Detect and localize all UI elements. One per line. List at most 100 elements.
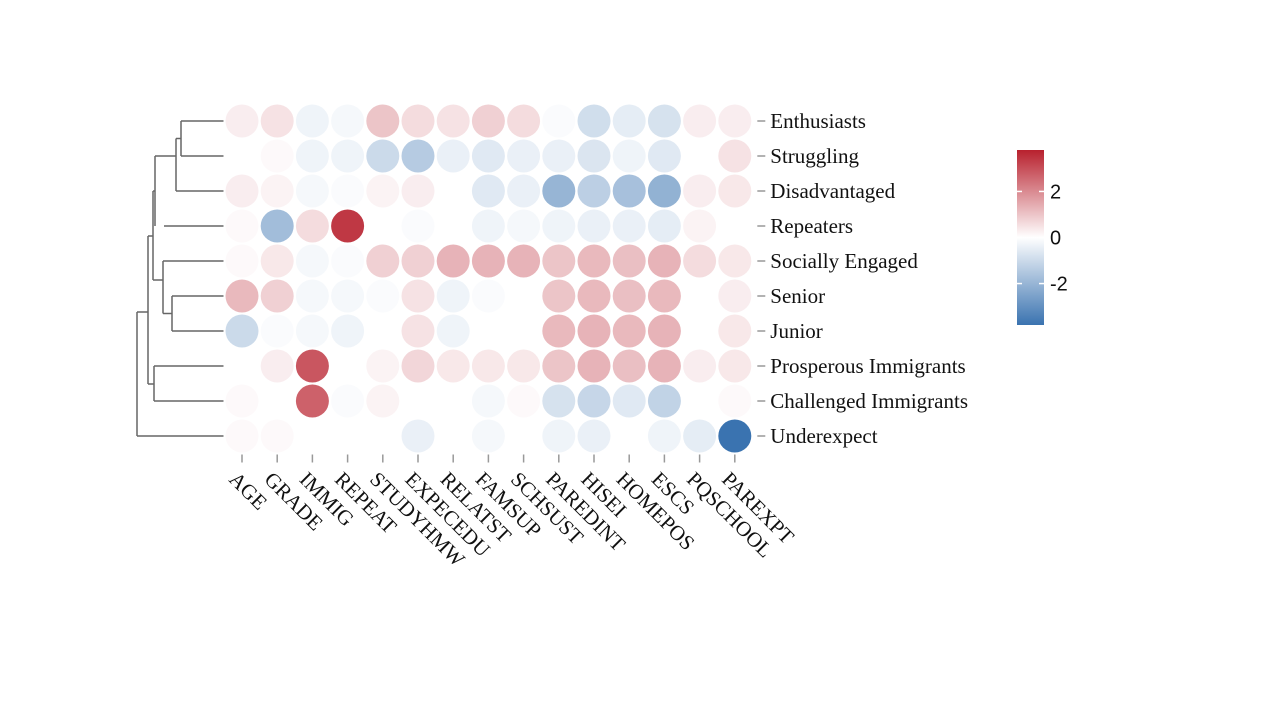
heatmap-cell-senior-immig xyxy=(295,279,329,313)
row-label: Disadvantaged xyxy=(770,179,895,203)
heatmap-cell-disadvantaged-repeat xyxy=(331,174,365,208)
heatmap-cell-disadvantaged-expecedu xyxy=(401,174,435,208)
heatmap-cell-underexpect-relatst xyxy=(436,419,470,453)
heatmap-cell-underexpect-parexpt xyxy=(718,419,752,453)
heatmap-cell-enthusiasts-paredint xyxy=(542,104,576,138)
heatmap-cell-senior-paredint xyxy=(542,279,576,313)
heatmap-cell-repeaters-homepos xyxy=(612,209,646,243)
heatmap-cell-challenged-immigrants-famsup xyxy=(471,384,505,418)
heatmap-cell-repeaters-famsup xyxy=(471,209,505,243)
heatmap-cell-struggling-pqschool xyxy=(683,139,717,173)
heatmap-cell-disadvantaged-parexpt xyxy=(718,174,752,208)
heatmap-cell-enthusiasts-parexpt xyxy=(718,104,752,138)
heatmap-cell-struggling-expecedu xyxy=(401,139,435,173)
heatmap-cell-struggling-studyhmw xyxy=(366,139,400,173)
heatmap-cell-senior-expecedu xyxy=(401,279,435,313)
heatmap-cell-enthusiasts-immig xyxy=(295,104,329,138)
heatmap-cell-disadvantaged-grade xyxy=(260,174,294,208)
heatmap-cell-underexpect-paredint xyxy=(542,419,576,453)
heatmap-cell-repeaters-expecedu xyxy=(401,209,435,243)
colorbar-ticks: 2 0 -2 xyxy=(1017,181,1068,296)
heatmap-cell-underexpect-repeat xyxy=(331,419,365,453)
heatmap-cell-junior-grade xyxy=(260,314,294,348)
heatmap-cell-socially-engaged-pqschool xyxy=(683,244,717,278)
heatmap-cell-underexpect-schsust xyxy=(507,419,541,453)
heatmap-cell-enthusiasts-repeat xyxy=(331,104,365,138)
heatmap-cell-prosperous-immigrants-age xyxy=(225,349,259,383)
heatmap-cell-struggling-relatst xyxy=(436,139,470,173)
row-label: Socially Engaged xyxy=(770,249,918,273)
heatmap-cell-struggling-escs xyxy=(647,139,681,173)
heatmap-cell-underexpect-grade xyxy=(260,419,294,453)
heatmap-cell-repeaters-relatst xyxy=(436,209,470,243)
heatmap-cell-prosperous-immigrants-grade xyxy=(260,349,294,383)
heatmap-cell-challenged-immigrants-studyhmw xyxy=(366,384,400,418)
heatmap-cell-struggling-paredint xyxy=(542,139,576,173)
heatmap-cell-socially-engaged-famsup xyxy=(471,244,505,278)
heatmap-cell-disadvantaged-age xyxy=(225,174,259,208)
heatmap-cell-struggling-parexpt xyxy=(718,139,752,173)
heatmap-cell-enthusiasts-age xyxy=(225,104,259,138)
heatmap-cell-disadvantaged-hisei xyxy=(577,174,611,208)
row-dendrogram xyxy=(136,120,224,437)
row-label: Challenged Immigrants xyxy=(770,389,968,413)
heatmap-cell-socially-engaged-paredint xyxy=(542,244,576,278)
heatmap-cell-junior-studyhmw xyxy=(366,314,400,348)
heatmap-cell-prosperous-immigrants-expecedu xyxy=(401,349,435,383)
row-label: Repeaters xyxy=(770,214,853,238)
heatmap-cell-underexpect-escs xyxy=(647,419,681,453)
colorbar-tick-label: 2 xyxy=(1050,181,1061,203)
heatmap-cell-repeaters-escs xyxy=(647,209,681,243)
heatmap-cell-repeaters-parexpt xyxy=(718,209,752,243)
heatmap-cell-repeaters-age xyxy=(225,209,259,243)
heatmap-cell-senior-escs xyxy=(647,279,681,313)
heatmap-cell-senior-repeat xyxy=(331,279,365,313)
heatmap-cell-junior-relatst xyxy=(436,314,470,348)
heatmap-cell-junior-hisei xyxy=(577,314,611,348)
heatmap-cell-prosperous-immigrants-relatst xyxy=(436,349,470,383)
heatmap-cell-repeaters-hisei xyxy=(577,209,611,243)
heatmap-cell-socially-engaged-schsust xyxy=(507,244,541,278)
heatmap-cell-disadvantaged-famsup xyxy=(471,174,505,208)
heatmap-cells xyxy=(225,104,752,453)
heatmap-cell-prosperous-immigrants-hisei xyxy=(577,349,611,383)
heatmap-cell-disadvantaged-pqschool xyxy=(683,174,717,208)
heatmap-cell-socially-engaged-studyhmw xyxy=(366,244,400,278)
heatmap-cell-socially-engaged-grade xyxy=(260,244,294,278)
heatmap-cell-underexpect-studyhmw xyxy=(366,419,400,453)
heatmap-cell-enthusiasts-relatst xyxy=(436,104,470,138)
heatmap-cell-struggling-repeat xyxy=(331,139,365,173)
heatmap-cell-challenged-immigrants-repeat xyxy=(331,384,365,418)
heatmap-cell-underexpect-age xyxy=(225,419,259,453)
heatmap-cell-enthusiasts-expecedu xyxy=(401,104,435,138)
colorbar-tick-label: 0 xyxy=(1050,228,1061,250)
heatmap-cell-challenged-immigrants-expecedu xyxy=(401,384,435,418)
heatmap-cell-senior-age xyxy=(225,279,259,313)
heatmap-cell-enthusiasts-schsust xyxy=(507,104,541,138)
heatmap-cell-prosperous-immigrants-parexpt xyxy=(718,349,752,383)
heatmap-cell-prosperous-immigrants-homepos xyxy=(612,349,646,383)
heatmap-cell-underexpect-expecedu xyxy=(401,419,435,453)
heatmap-cell-challenged-immigrants-parexpt xyxy=(718,384,752,418)
heatmap-cell-challenged-immigrants-homepos xyxy=(612,384,646,418)
heatmap-cell-prosperous-immigrants-famsup xyxy=(471,349,505,383)
heatmap-cell-junior-parexpt xyxy=(718,314,752,348)
column-labels: AGEGRADEIMMIGREPEATSTUDYHMWEXPECEDURELAT… xyxy=(224,454,799,572)
heatmap-cell-prosperous-immigrants-paredint xyxy=(542,349,576,383)
heatmap-cell-enthusiasts-hisei xyxy=(577,104,611,138)
heatmap-cell-repeaters-paredint xyxy=(542,209,576,243)
heatmap-cell-enthusiasts-escs xyxy=(647,104,681,138)
colorbar-tick-label: -2 xyxy=(1050,274,1068,296)
heatmap-cell-disadvantaged-schsust xyxy=(507,174,541,208)
column-label: AGE xyxy=(224,467,271,514)
row-label: Enthusiasts xyxy=(770,109,866,133)
heatmap-cell-prosperous-immigrants-repeat xyxy=(331,349,365,383)
heatmap-cell-senior-pqschool xyxy=(683,279,717,313)
heatmap-cell-enthusiasts-studyhmw xyxy=(366,104,400,138)
heatmap-cell-challenged-immigrants-immig xyxy=(295,384,329,418)
heatmap-cell-struggling-age xyxy=(225,139,259,173)
heatmap-cell-senior-homepos xyxy=(612,279,646,313)
heatmap-cell-repeaters-immig xyxy=(295,209,329,243)
heatmap-cell-struggling-immig xyxy=(295,139,329,173)
